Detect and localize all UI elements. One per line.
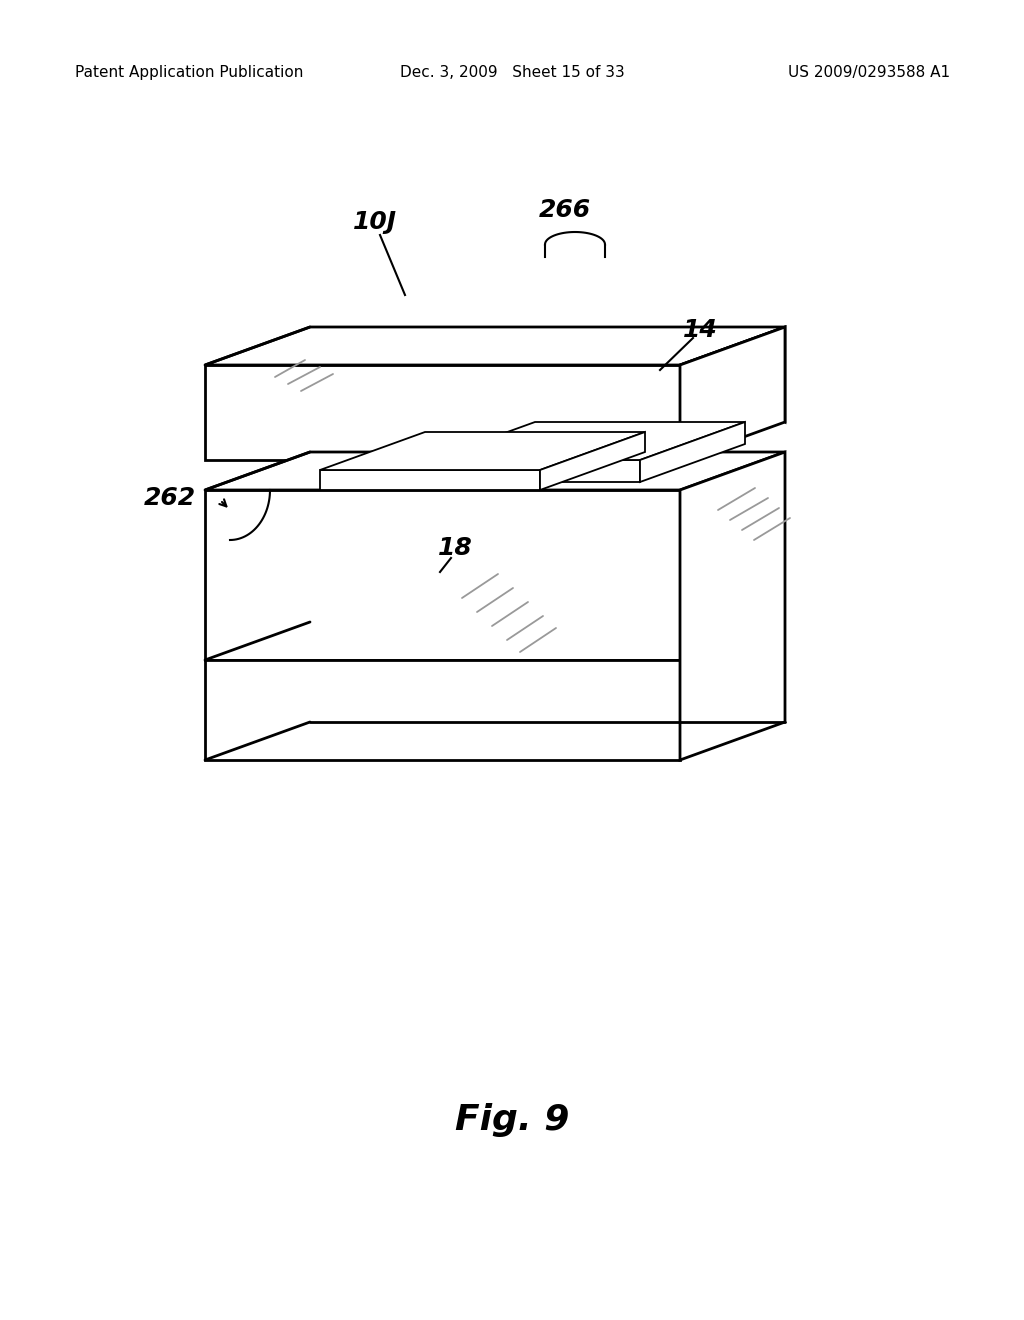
Polygon shape — [680, 327, 785, 422]
Text: 262: 262 — [144, 486, 196, 510]
Text: Dec. 3, 2009   Sheet 15 of 33: Dec. 3, 2009 Sheet 15 of 33 — [399, 65, 625, 81]
Text: 14: 14 — [683, 318, 718, 342]
Polygon shape — [205, 366, 680, 459]
Text: Patent Application Publication: Patent Application Publication — [75, 65, 303, 81]
Polygon shape — [319, 470, 540, 490]
Polygon shape — [430, 422, 745, 459]
Polygon shape — [680, 451, 785, 760]
Text: 10J: 10J — [353, 210, 397, 234]
Polygon shape — [430, 459, 640, 482]
Polygon shape — [205, 327, 785, 366]
Polygon shape — [205, 451, 785, 490]
Polygon shape — [205, 490, 680, 660]
Polygon shape — [319, 432, 645, 470]
Polygon shape — [205, 660, 680, 760]
Text: 266: 266 — [539, 198, 591, 222]
Polygon shape — [680, 327, 785, 459]
Polygon shape — [640, 422, 745, 482]
Text: US 2009/0293588 A1: US 2009/0293588 A1 — [787, 65, 950, 81]
Polygon shape — [540, 432, 645, 490]
Text: 18: 18 — [437, 536, 472, 560]
Text: Fig. 9: Fig. 9 — [455, 1104, 569, 1137]
